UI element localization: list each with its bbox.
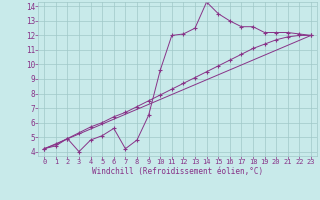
X-axis label: Windchill (Refroidissement éolien,°C): Windchill (Refroidissement éolien,°C) [92, 167, 263, 176]
